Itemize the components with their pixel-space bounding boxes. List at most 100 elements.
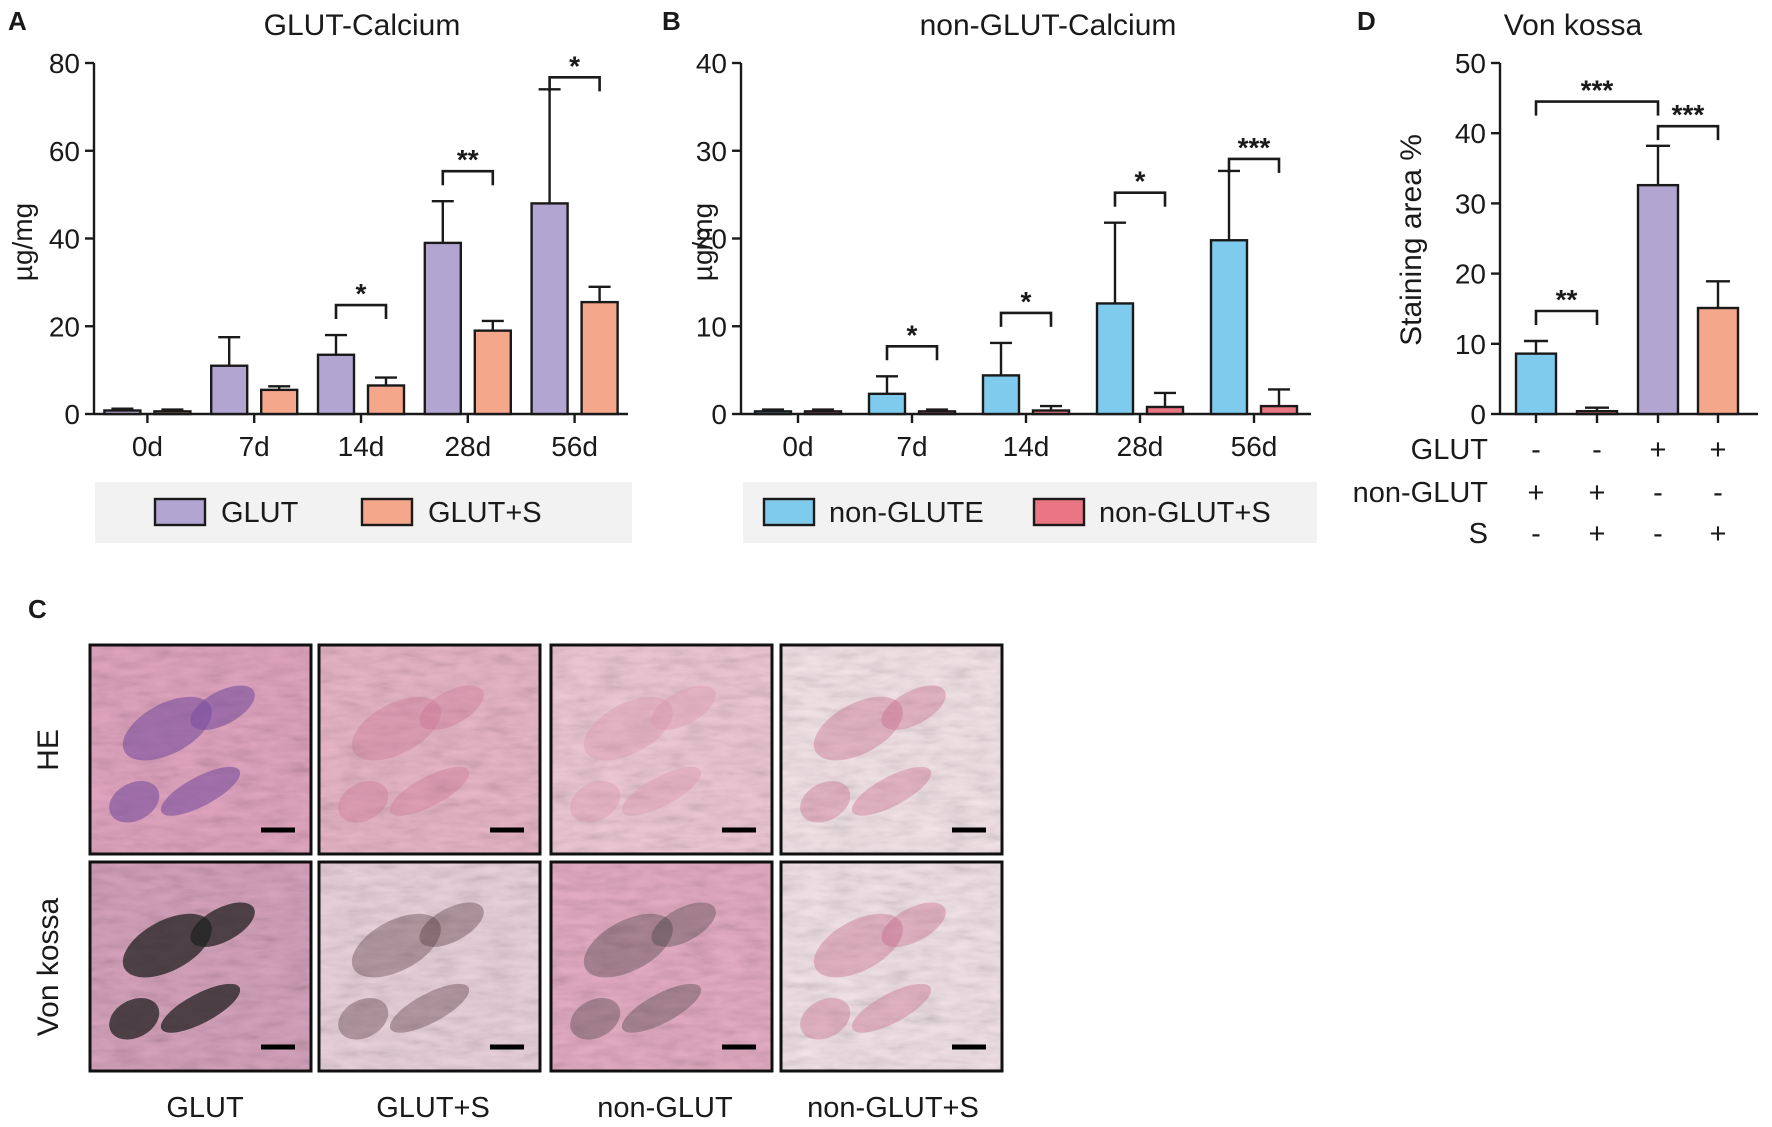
chart-b-significance-bracket (1113, 191, 1167, 207)
error-bar-glut-s-28d (481, 319, 504, 331)
panel-letter-b: B (662, 6, 681, 36)
chart-b-significance-stars: * (1021, 286, 1032, 317)
micrograph-stain-region (800, 780, 851, 823)
error-bar-non-glute-56d (1218, 169, 1240, 241)
factor-sign: - (1653, 518, 1663, 550)
chart-d-significance-bracket (1534, 309, 1599, 325)
chart-d-ytick-label: 0 (1470, 399, 1486, 430)
chart-a-xtick-label: 28d (444, 431, 491, 462)
micrograph-von-kossa-non-glut (549, 860, 774, 1073)
micrograph-stain-region (190, 902, 255, 947)
error-bar-non-glut-s-14d (1040, 404, 1062, 411)
error-bar-d-2 (1585, 406, 1609, 412)
legend-label-non-glut-s: non-GLUT+S (1099, 497, 1271, 529)
row-label-von-kossa: Von kossa (32, 897, 65, 1036)
factor-sign: + (1710, 434, 1727, 466)
chart-a-glut-calcium: GLUT-Calcium µg/mg 0 20 40 60 80 0d 7d 14d 28d 5… (7, 9, 632, 543)
micrograph-stain-region (338, 780, 389, 823)
micrograph-stain-region (800, 997, 851, 1040)
micrograph-frame (317, 643, 542, 856)
row-label-he: HE (32, 729, 65, 771)
error-bar-non-glute-28d (1104, 221, 1126, 304)
error-bar-glut-7d (218, 336, 241, 366)
error-bar-d-1 (1524, 339, 1548, 354)
chart-a-xtick-label: 56d (551, 431, 598, 462)
chart-d-ylabel: Staining area % (1395, 134, 1428, 346)
micrograph-stain-region (389, 766, 470, 816)
chart-a-xtick-label: 0d (132, 431, 163, 462)
chart-b-ytick-label: 0 (711, 399, 727, 430)
column-label-non-glut: non-GLUT (597, 1092, 733, 1124)
chart-d-von-kossa: Von kossa Staining area % 0 10 20 30 40 50 GL… (1353, 9, 1758, 550)
micrograph-frame (779, 643, 1004, 856)
chart-a-xtick-label: 7d (239, 431, 270, 462)
micrograph-he-non-glut (549, 643, 774, 856)
factor-label-glut: GLUT (1411, 434, 1489, 466)
bar-d-3 (1636, 183, 1680, 416)
chart-d-ytick-label: 50 (1455, 48, 1486, 79)
micrograph-tissue (90, 645, 311, 854)
chart-a-ytick-label: 20 (49, 311, 80, 342)
error-bar-glut-56d (538, 88, 561, 204)
error-bar-d-3 (1646, 144, 1670, 186)
factor-sign: + (1710, 518, 1727, 550)
chart-a-significance-bracket (441, 169, 495, 186)
micrograph-frame (88, 860, 313, 1073)
chart-d-ytick-label: 30 (1455, 188, 1486, 219)
micrograph-stain-region (419, 902, 484, 947)
micrograph-tissue (551, 862, 772, 1071)
micrograph-stain-region (851, 766, 932, 816)
micrograph-stain-region (651, 902, 716, 947)
micrograph-stain-region (621, 766, 702, 816)
chart-a-significance-bracket (334, 303, 388, 320)
error-bar-d-4 (1706, 280, 1730, 308)
bar-d-2 (1575, 409, 1619, 416)
micrograph-stain-region (583, 913, 673, 978)
chart-b-significance-bracket (999, 311, 1053, 327)
bar-glut-56d (530, 202, 569, 416)
column-label-glut-s: GLUT+S (376, 1092, 490, 1124)
chart-d-significance-stars: *** (1672, 99, 1705, 130)
bar-non-glute-28d (1095, 302, 1135, 416)
micrograph-stain-region (813, 696, 903, 761)
bar-d-1 (1514, 352, 1558, 416)
error-bar-non-glute-7d (876, 375, 898, 394)
chart-b-title: non-GLUT-Calcium (920, 9, 1177, 42)
micrograph-he-glut-s (317, 643, 542, 856)
bar-non-glut-s-28d (1145, 405, 1185, 416)
error-bar-non-glut-s-56d (1268, 388, 1290, 407)
bar-glut-14d (316, 353, 356, 416)
chart-a-ytick-label: 60 (49, 136, 80, 167)
chart-d-ytick-label: 10 (1455, 329, 1486, 360)
error-bar-glut-s-7d (268, 385, 291, 390)
bar-glut-s-56d (580, 300, 619, 416)
chart-b-xtick-label: 14d (1003, 431, 1050, 462)
micrograph-stain-region (160, 983, 241, 1033)
micrograph-tissue (319, 862, 540, 1071)
chart-d-ytick-label: 20 (1455, 259, 1486, 290)
chart-b-significance-stars: *** (1238, 132, 1271, 163)
chart-a-significance-stars: * (569, 50, 580, 81)
chart-b-significance-stars: * (1135, 166, 1146, 197)
micrograph-stain-region (570, 997, 621, 1040)
micrograph-tissue (781, 645, 1002, 854)
micrograph-stain-region (122, 913, 212, 978)
legend-swatch-glut-s (360, 497, 414, 527)
factor-sign: + (1589, 518, 1606, 550)
bar-glut-s-0d (153, 410, 192, 416)
panel-letter-a: A (8, 6, 27, 36)
bar-non-glut-s-56d (1259, 404, 1299, 416)
chart-b-ytick-label: 10 (696, 311, 727, 342)
micrograph-stain-region (651, 685, 716, 730)
micrograph-he-non-glut-s (779, 643, 1004, 856)
bar-glut-7d (209, 364, 249, 416)
chart-b-xtick-label: 56d (1231, 431, 1278, 462)
error-bar-non-glute-14d (990, 341, 1012, 376)
factor-sign: - (1592, 434, 1602, 466)
error-bar-glut-28d (431, 200, 454, 243)
micrograph-frame (549, 860, 774, 1073)
factor-sign: - (1713, 477, 1723, 509)
micrograph-stain-region (109, 997, 160, 1040)
micrograph-frame (317, 860, 542, 1073)
bar-non-glute-56d (1209, 239, 1249, 416)
